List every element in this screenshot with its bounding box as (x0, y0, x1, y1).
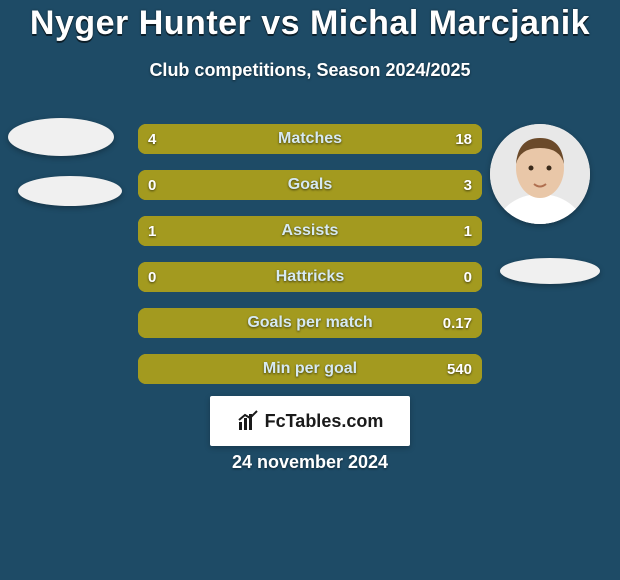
stat-label: Goals (138, 170, 482, 200)
stat-label: Assists (138, 216, 482, 246)
page-title: Nyger Hunter vs Michal Marcjanik (0, 4, 620, 43)
player-right-club-placeholder (500, 258, 600, 284)
stat-row: 03Goals (138, 170, 482, 200)
stat-row: 0.17Goals per match (138, 308, 482, 338)
stat-label: Hattricks (138, 262, 482, 292)
stat-row: 11Assists (138, 216, 482, 246)
face-icon (490, 124, 590, 224)
branding-badge: FcTables.com (210, 396, 410, 446)
comparison-infographic: Nyger Hunter vs Michal Marcjanik Club co… (0, 0, 620, 580)
stat-label: Matches (138, 124, 482, 154)
stat-label: Min per goal (138, 354, 482, 384)
date-text: 24 november 2024 (0, 452, 620, 473)
stat-row: 00Hattricks (138, 262, 482, 292)
stat-row: 540Min per goal (138, 354, 482, 384)
chart-icon (237, 410, 259, 432)
subtitle: Club competitions, Season 2024/2025 (0, 60, 620, 81)
stat-label: Goals per match (138, 308, 482, 338)
stat-bars: 418Matches 03Goals 11Assists 00Hattricks 0.1… (138, 124, 482, 400)
stat-row: 418Matches (138, 124, 482, 154)
player-right-avatar (490, 124, 590, 224)
player-left-avatar-placeholder (8, 118, 114, 156)
player-left-club-placeholder (18, 176, 122, 206)
branding-text: FcTables.com (265, 411, 384, 432)
